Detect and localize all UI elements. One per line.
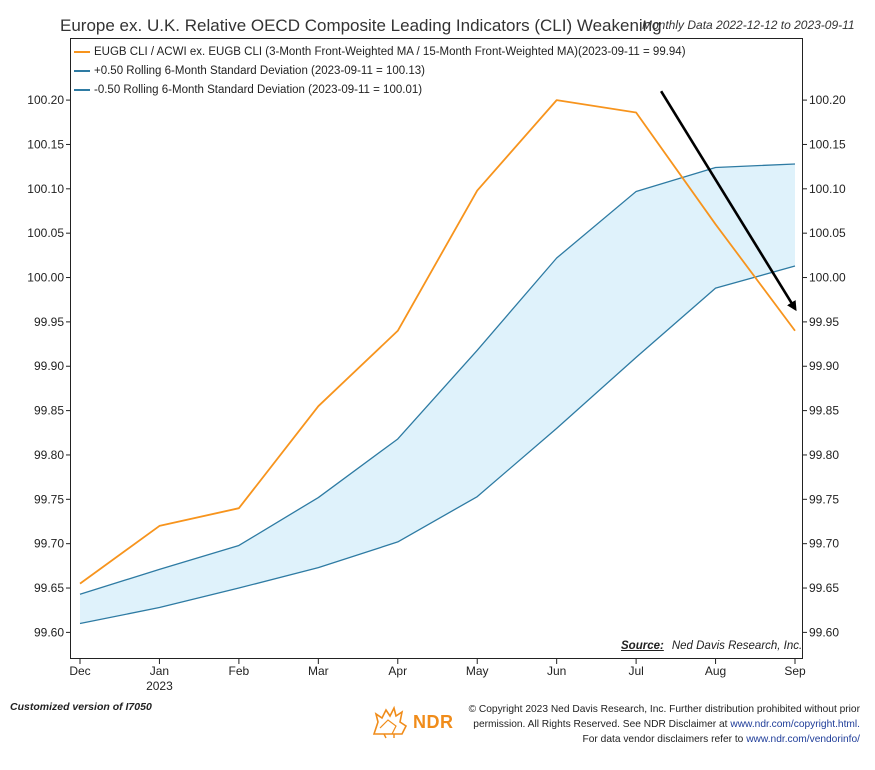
ndr-logo: NDR: [368, 704, 468, 740]
x-tick-label: May: [466, 664, 489, 678]
x-tick-label: Sep: [784, 664, 806, 678]
y-tick-label-right: 100.15: [809, 137, 846, 151]
y-tick-label-left: 100.10: [27, 182, 64, 196]
source-note: Source: Ned Davis Research, Inc.: [621, 640, 802, 652]
legend-swatch-lower-band: [74, 88, 90, 91]
x-tick-label: Jul: [628, 664, 643, 678]
x-tick-label: Jan: [150, 664, 169, 678]
source-text: Ned Davis Research, Inc.: [671, 640, 803, 652]
series-line-lower-band: [79, 265, 796, 625]
chart-subtitle: Monthly Data 2022-12-12 to 2023-09-11: [642, 18, 855, 32]
series-line-main: [79, 99, 796, 585]
y-tick-label-right: 100.05: [809, 226, 846, 240]
y-tick-label-left: 100.05: [27, 226, 64, 240]
copyright-line-3-text: For data vendor disclaimers refer to: [582, 734, 747, 745]
chart-title: Europe ex. U.K. Relative OECD Composite …: [60, 16, 662, 35]
y-tick-label-right: 99.85: [809, 404, 839, 418]
copyright-line-1: © Copyright 2023 Ned Davis Research, Inc…: [468, 704, 860, 715]
x-year-label: 2023: [146, 679, 173, 693]
customized-version-note: Customized version of I7050: [10, 701, 152, 713]
y-tick-label-right: 100.10: [809, 182, 846, 196]
legend-item-main: EUGB CLI / ACWI ex. EUGB CLI (3-Month Fr…: [74, 42, 686, 61]
y-tick-label-left: 99.90: [34, 359, 64, 373]
vendorinfo-link[interactable]: www.ndr.com/vendorinfo/: [746, 734, 860, 745]
legend-swatch-main: [74, 50, 90, 53]
x-tick-label: Feb: [229, 664, 250, 678]
y-tick-label-left: 99.85: [34, 404, 64, 418]
bull-icon: [372, 705, 408, 739]
legend-label-lower-band: -0.50 Rolling 6-Month Standard Deviation…: [94, 83, 423, 96]
y-tick-label-left: 100.20: [27, 93, 64, 107]
y-tick-label-right: 100.20: [809, 93, 846, 107]
chart-plot: 99.60 99.60 99.65 99.65 99.70 99.70 99.75 99.75…: [27, 90, 846, 693]
copyright-line-2-text: permission. All Rights Reserved. See NDR…: [473, 719, 731, 730]
legend-item-lower-band: -0.50 Rolling 6-Month Standard Deviation…: [74, 80, 686, 99]
std-band-fill: [80, 163, 795, 624]
trend-arrow: [660, 90, 797, 312]
chart-legend: EUGB CLI / ACWI ex. EUGB CLI (3-Month Fr…: [74, 42, 686, 99]
y-tick-label-right: 100.00: [809, 271, 846, 285]
series-line-upper-band: [79, 163, 796, 595]
ndr-logo-text: NDR: [413, 712, 454, 732]
legend-item-upper-band: +0.50 Rolling 6-Month Standard Deviation…: [74, 61, 686, 80]
y-tick-label-left: 99.75: [34, 492, 64, 506]
y-tick-label-right: 99.75: [809, 492, 839, 506]
y-tick-label-left: 100.00: [27, 271, 64, 285]
y-tick-label-left: 99.65: [34, 581, 64, 595]
y-tick-label-right: 99.95: [809, 315, 839, 329]
legend-swatch-upper-band: [74, 69, 90, 72]
y-tick-label-left: 99.80: [34, 448, 64, 462]
copyright-line-3: For data vendor disclaimers refer to www…: [460, 732, 860, 747]
x-tick-label: Apr: [388, 664, 407, 678]
copyright-link[interactable]: www.ndr.com/copyright.html.: [730, 719, 860, 730]
copyright-notice: © Copyright 2023 Ned Davis Research, Inc…: [460, 702, 860, 747]
y-tick-label-left: 99.95: [34, 315, 64, 329]
y-tick-label-right: 99.80: [809, 448, 839, 462]
legend-label-upper-band: +0.50 Rolling 6-Month Standard Deviation…: [94, 64, 425, 77]
y-tick-label-right: 99.90: [809, 359, 839, 373]
y-tick-label-left: 99.70: [34, 537, 64, 551]
x-tick-label: Jun: [547, 664, 566, 678]
y-tick-label-right: 99.60: [809, 625, 839, 639]
source-label: Source:: [621, 640, 664, 652]
x-tick-label: Mar: [308, 664, 329, 678]
x-tick-label: Aug: [705, 664, 726, 678]
copyright-line-2: permission. All Rights Reserved. See NDR…: [460, 717, 860, 732]
y-tick-label-left: 99.60: [34, 625, 64, 639]
y-tick-label-left: 100.15: [27, 137, 64, 151]
x-tick-label: Dec: [69, 664, 90, 678]
legend-label-main: EUGB CLI / ACWI ex. EUGB CLI (3-Month Fr…: [94, 45, 686, 58]
y-tick-label-right: 99.65: [809, 581, 839, 595]
y-tick-label-right: 99.70: [809, 537, 839, 551]
